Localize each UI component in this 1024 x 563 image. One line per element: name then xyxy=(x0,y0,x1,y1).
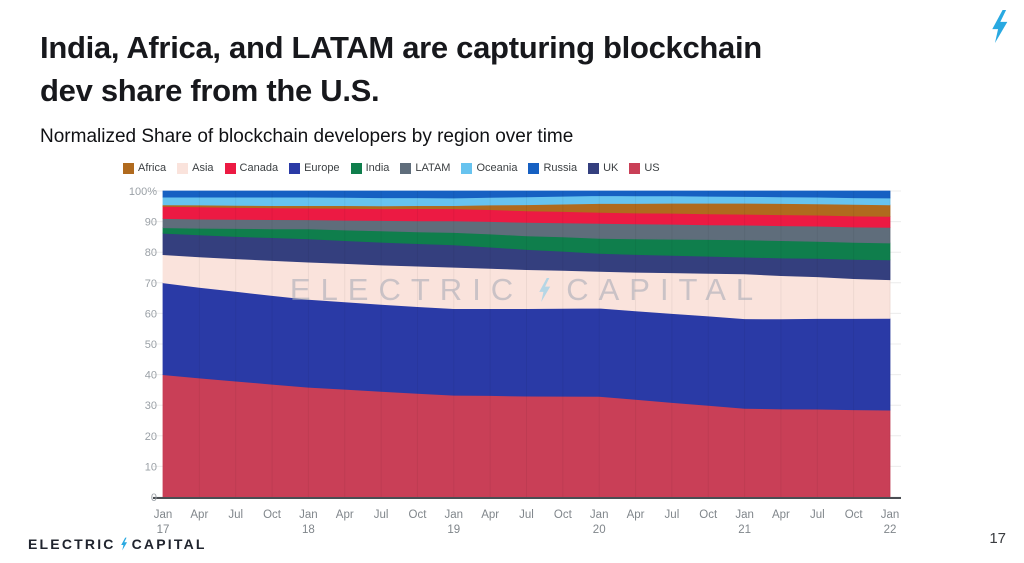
y-axis-label: 50 xyxy=(145,339,157,351)
legend-label: Africa xyxy=(138,162,167,174)
legend-label: Canada xyxy=(239,162,279,174)
x-axis-month-label: Oct xyxy=(263,509,282,521)
legend-item-africa: Africa xyxy=(123,162,166,174)
title-line-2: dev share from the U.S. xyxy=(40,73,380,108)
legend-label: UK xyxy=(603,162,619,174)
legend-label: LATAM xyxy=(415,162,451,174)
x-axis-month-label: Jan xyxy=(881,509,900,521)
legend-label: Asia xyxy=(192,162,214,174)
y-axis-label: 40 xyxy=(145,370,157,382)
legend-label: Europe xyxy=(304,162,340,174)
logo-electric: ELECTRIC xyxy=(28,536,116,552)
y-axis-label: 20 xyxy=(145,431,157,443)
x-axis-month-label: Apr xyxy=(481,509,499,521)
legend-swatch-us xyxy=(629,162,641,174)
x-axis-month-label: Jul xyxy=(810,509,825,521)
legend-label: US xyxy=(644,162,660,174)
x-axis-month-label: Oct xyxy=(845,509,864,521)
y-axis-label: 30 xyxy=(145,400,157,412)
x-axis-month-label: Oct xyxy=(554,509,573,521)
x-axis-month-label: Jul xyxy=(228,509,243,521)
legend-swatch-oceania xyxy=(461,162,473,174)
x-axis-month-label: Apr xyxy=(336,509,354,521)
x-axis-month-label: Oct xyxy=(409,509,428,521)
legend-swatch-latam xyxy=(400,162,412,174)
x-axis-year-label: 20 xyxy=(593,524,606,536)
legend-swatch-africa xyxy=(123,162,134,174)
legend-item-asia: Asia xyxy=(177,162,214,174)
x-axis-month-label: Jul xyxy=(665,509,680,521)
title-line-1: India, Africa, and LATAM are capturing b… xyxy=(40,30,762,65)
x-axis-month-label: Apr xyxy=(772,509,790,521)
legend-swatch-uk xyxy=(588,162,600,174)
x-axis-month-label: Oct xyxy=(699,509,718,521)
legend-item-russia: Russia xyxy=(528,162,577,174)
x-axis-month-label: Jan xyxy=(590,509,609,521)
y-axis-label: 0 xyxy=(151,492,157,504)
legend-item-latam: LATAM xyxy=(400,162,450,174)
chart-subtitle: Normalized Share of blockchain developer… xyxy=(40,126,574,147)
x-axis-year-label: 18 xyxy=(302,524,315,536)
y-axis-label: 70 xyxy=(145,278,157,290)
x-axis-month-label: Apr xyxy=(190,509,208,521)
legend-swatch-russia xyxy=(528,162,540,174)
y-axis-label: 80 xyxy=(145,247,157,259)
y-axis-label: 100% xyxy=(129,186,157,198)
slide-title: India, Africa, and LATAM are capturing b… xyxy=(40,26,970,112)
x-axis-year-label: 17 xyxy=(157,524,170,536)
x-axis-year-label: 21 xyxy=(738,524,751,536)
legend-item-uk: UK xyxy=(588,162,618,174)
x-axis-month-label: Jan xyxy=(299,509,318,521)
logo-capital: CAPITAL xyxy=(131,536,207,552)
logo-bolt-icon xyxy=(120,537,127,551)
page-number: 17 xyxy=(989,530,1006,547)
legend-label: Oceania xyxy=(476,162,518,174)
x-axis-year-label: 22 xyxy=(884,524,897,536)
legend-item-us: US xyxy=(629,162,660,174)
y-axis-label: 60 xyxy=(145,308,157,320)
legend-swatch-europe xyxy=(289,162,301,174)
legend-label: Russia xyxy=(543,162,578,174)
x-axis-month-label: Jan xyxy=(735,509,754,521)
legend-swatch-canada xyxy=(224,162,236,174)
x-axis-month-label: Jan xyxy=(445,509,464,521)
y-axis-label: 10 xyxy=(145,461,157,473)
x-axis-month-label: Jan xyxy=(154,509,173,521)
chart-legend: Africa Asia Canada Europe India LATAM Oceania R… xyxy=(123,162,660,174)
x-axis-month-label: Jul xyxy=(374,509,389,521)
legend-item-oceania: Oceania xyxy=(461,162,517,174)
legend-item-canada: Canada xyxy=(224,162,279,174)
x-axis-month-label: Jul xyxy=(519,509,534,521)
electric-capital-logo: ELECTRIC CAPITAL xyxy=(28,536,207,552)
legend-item-europe: Europe xyxy=(289,162,340,174)
x-axis-month-label: Apr xyxy=(627,509,645,521)
legend-label: India xyxy=(365,162,390,174)
x-axis-year-label: 19 xyxy=(447,524,460,536)
lightning-bolt-icon xyxy=(992,10,1008,43)
legend-swatch-asia xyxy=(177,162,189,174)
legend-swatch-india xyxy=(350,162,362,174)
legend-item-india: India xyxy=(350,162,390,174)
y-axis-label: 90 xyxy=(145,217,157,229)
